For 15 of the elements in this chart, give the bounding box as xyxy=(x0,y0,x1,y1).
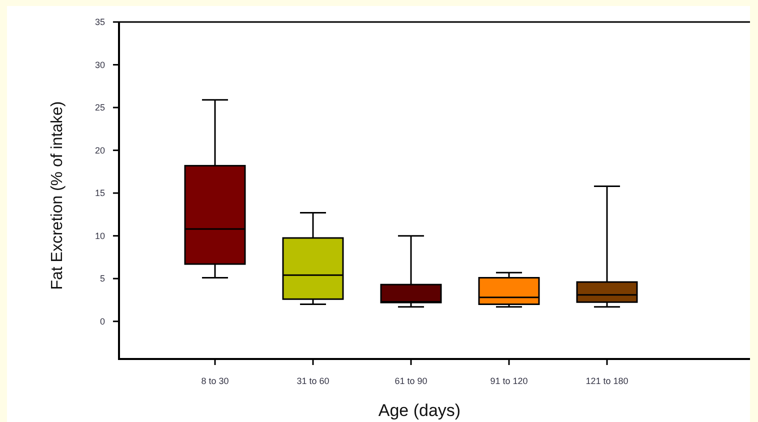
y-tick-label: 25 xyxy=(94,102,105,113)
y-tick-label: 15 xyxy=(94,188,105,198)
x-axis-title: Age (days) xyxy=(378,401,461,420)
y-tick-label: 5 xyxy=(100,274,105,284)
x-tick-label: 31 to 60 xyxy=(296,376,330,386)
x-tick-label: 91 to 120 xyxy=(490,376,528,386)
y-tick-label: 30 xyxy=(94,60,105,70)
x-tick-label: 8 to 30 xyxy=(201,376,229,386)
y-axis-title: Fat Excretion (% of intake) xyxy=(49,101,66,290)
y-tick-label: 10 xyxy=(94,230,105,241)
x-tick-label: 61 to 90 xyxy=(394,376,428,386)
x-tick-label: 121 to 180 xyxy=(586,376,628,386)
y-tick-label: 20 xyxy=(94,145,105,156)
y-tick-label: 0 xyxy=(100,316,105,327)
y-tick-label: 35 xyxy=(94,17,105,28)
